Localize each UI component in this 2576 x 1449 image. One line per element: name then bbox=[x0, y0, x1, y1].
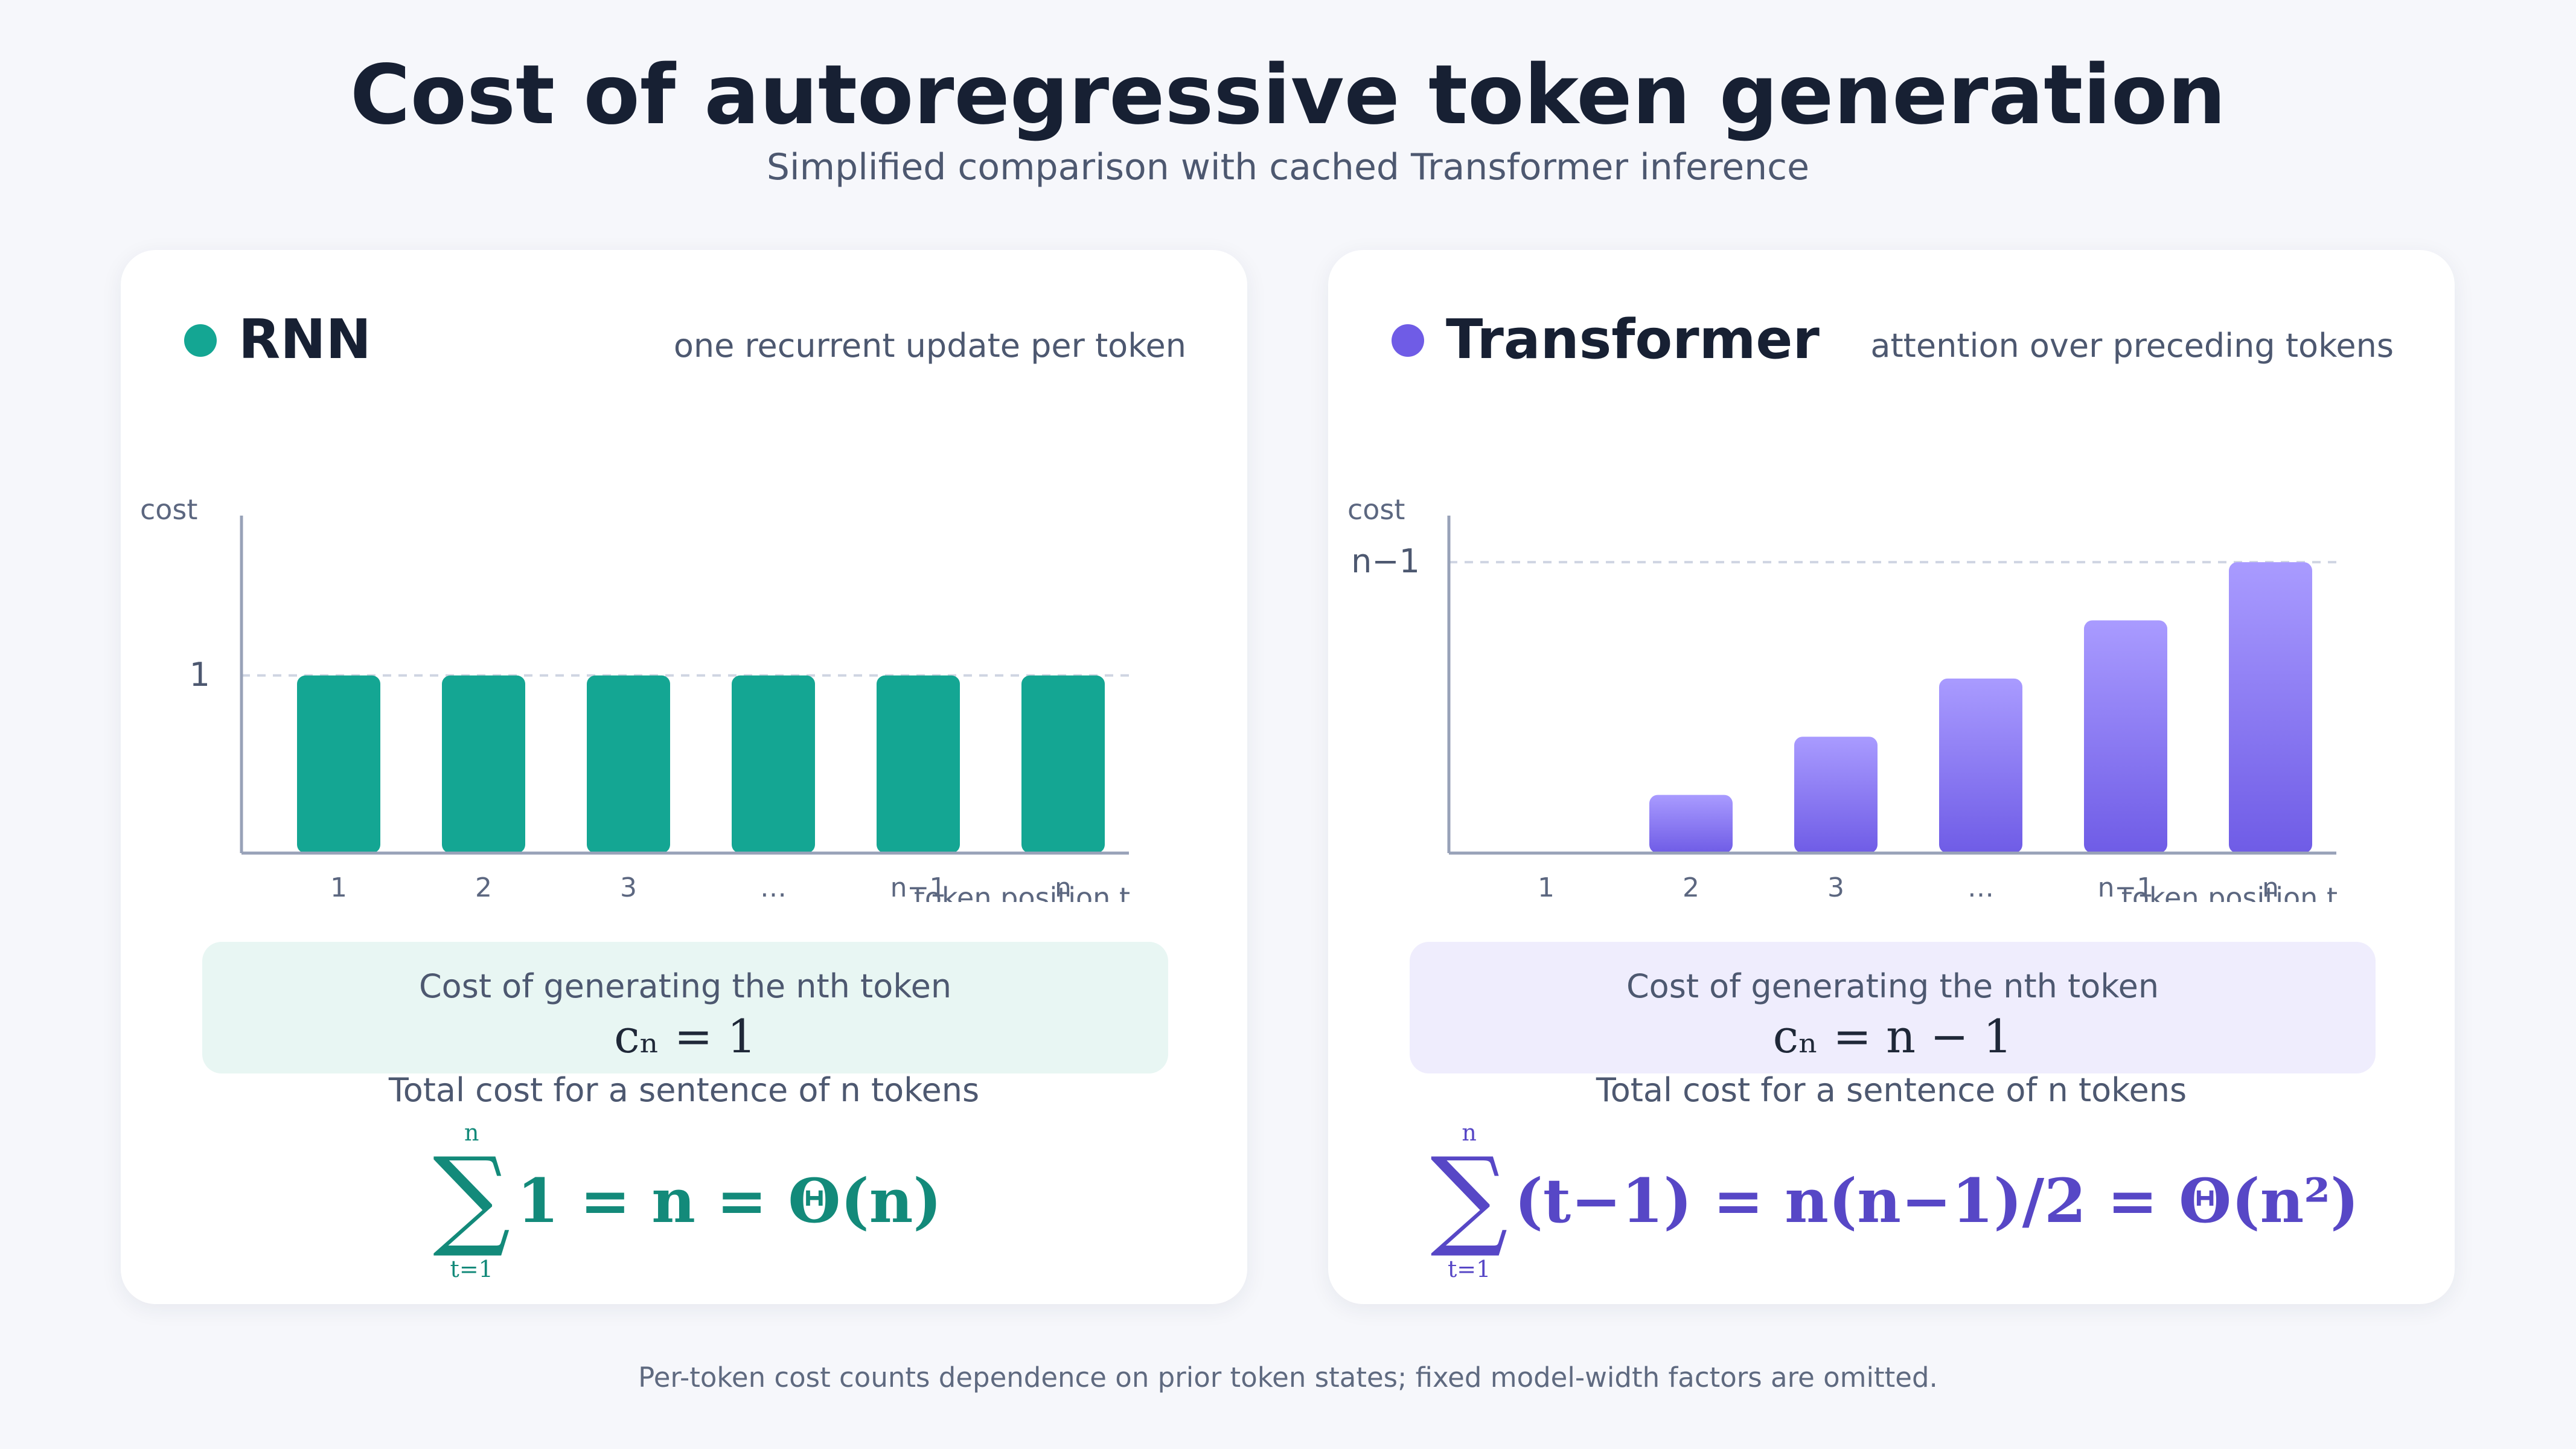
bar bbox=[1021, 675, 1105, 853]
x-tick-label: n bbox=[1055, 872, 1072, 902]
cost-formula: cₙ = 1 bbox=[614, 1009, 756, 1063]
panel-header: RNN one recurrent update per token bbox=[184, 307, 1186, 380]
y-tick-label: 1 bbox=[190, 656, 210, 694]
total-cost-formula: n ∑ t=1 (t−1) = n(n−1)/2 = Θ(n²) bbox=[1328, 1119, 2455, 1282]
x-tick-label: 1 bbox=[1538, 872, 1555, 902]
series-dot-icon bbox=[184, 324, 217, 357]
sum-lower-limit: t=1 bbox=[1447, 1256, 1491, 1282]
bar bbox=[2229, 562, 2312, 853]
panel-description: attention over preceding tokens bbox=[1870, 327, 2394, 365]
panel-header: Transformer attention over preceding tok… bbox=[1392, 307, 2394, 380]
bar bbox=[877, 675, 960, 853]
x-tick-label: 2 bbox=[475, 872, 492, 902]
sum-expression: (t−1) = n(n−1)/2 = Θ(n²) bbox=[1514, 1165, 2359, 1236]
summation-icon: n ∑ t=1 bbox=[1424, 1119, 1515, 1282]
transformer-bar-chart: 1 2 3 … n−1 n n−1 cost token position t bbox=[1347, 493, 2338, 902]
sum-lower-limit: t=1 bbox=[450, 1256, 493, 1282]
cost-box: Cost of generating the nth token cₙ = 1 bbox=[202, 942, 1168, 1073]
rnn-bar-chart: 1 2 3 … n−1 n 1 cost token position t bbox=[140, 493, 1130, 902]
y-axis-label: cost bbox=[140, 493, 197, 526]
x-tick-label: … bbox=[760, 872, 787, 902]
bar bbox=[587, 675, 670, 853]
bar bbox=[1939, 678, 2022, 853]
x-axis-label: token position t bbox=[2121, 881, 2338, 902]
bar bbox=[1649, 795, 1733, 853]
total-cost-formula: n ∑ t=1 1 = n = Θ(n) bbox=[121, 1119, 1247, 1282]
page-title: Cost of autoregressive token generation bbox=[350, 48, 2226, 143]
y-axis-label: cost bbox=[1347, 493, 1405, 526]
x-tick-label: 3 bbox=[1827, 872, 1844, 902]
cost-formula: cₙ = n − 1 bbox=[1772, 1009, 2013, 1063]
sum-expression: 1 = n = Θ(n) bbox=[517, 1165, 942, 1236]
series-dot-icon bbox=[1392, 324, 1424, 357]
total-cost-label: Total cost for a sentence of n tokens bbox=[388, 1071, 980, 1109]
panel-description: one recurrent update per token bbox=[673, 327, 1186, 365]
x-tick-label: 2 bbox=[1683, 872, 1699, 902]
x-axis-label: token position t bbox=[914, 881, 1130, 902]
summation-icon: n ∑ t=1 bbox=[426, 1119, 517, 1282]
cost-label: Cost of generating the nth token bbox=[418, 967, 952, 1005]
sum-upper-limit: n bbox=[464, 1119, 479, 1146]
bar bbox=[1794, 737, 1878, 853]
rnn-panel: RNN one recurrent update per token 1 2 3 … n… bbox=[121, 250, 1247, 1304]
y-tick-label: n−1 bbox=[1351, 542, 1420, 580]
bar bbox=[732, 675, 815, 853]
x-tick-label: 3 bbox=[620, 872, 637, 902]
x-tick-label: n−1 bbox=[2098, 872, 2154, 902]
x-tick-label: 1 bbox=[330, 872, 347, 902]
cost-box: Cost of generating the nth token cₙ = n … bbox=[1410, 942, 2376, 1073]
bar bbox=[442, 675, 525, 853]
x-tick-label: n−1 bbox=[890, 872, 947, 902]
panel-title: Transformer bbox=[1446, 308, 1820, 371]
x-tick-label: n bbox=[2262, 872, 2279, 902]
panel-title: RNN bbox=[238, 308, 371, 371]
bar bbox=[297, 675, 380, 853]
footnote: Per-token cost counts dependence on prio… bbox=[638, 1361, 1938, 1393]
bar bbox=[2084, 620, 2167, 853]
transformer-panel: Transformer attention over preceding tok… bbox=[1328, 250, 2455, 1304]
cost-label: Cost of generating the nth token bbox=[1626, 967, 2159, 1005]
page-subtitle: Simplified comparison with cached Transf… bbox=[766, 146, 1810, 188]
x-tick-label: … bbox=[1967, 872, 1994, 902]
total-cost-label: Total cost for a sentence of n tokens bbox=[1596, 1071, 2187, 1109]
sum-upper-limit: n bbox=[1462, 1119, 1477, 1146]
